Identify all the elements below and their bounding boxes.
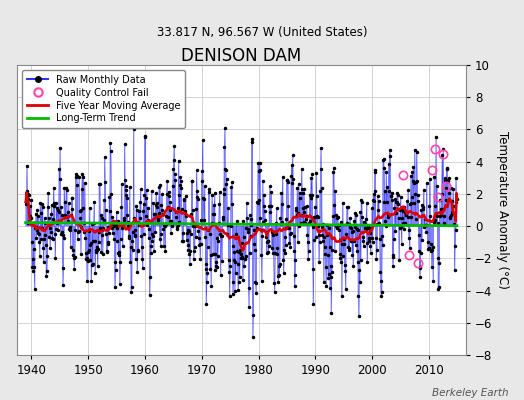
- Title: DENISON DAM: DENISON DAM: [181, 47, 302, 65]
- Text: Berkeley Earth: Berkeley Earth: [432, 388, 508, 398]
- Y-axis label: Temperature Anomaly (°C): Temperature Anomaly (°C): [496, 131, 509, 289]
- Text: 33.817 N, 96.567 W (United States): 33.817 N, 96.567 W (United States): [157, 26, 367, 39]
- Legend: Raw Monthly Data, Quality Control Fail, Five Year Moving Average, Long-Term Tren: Raw Monthly Data, Quality Control Fail, …: [22, 70, 185, 128]
